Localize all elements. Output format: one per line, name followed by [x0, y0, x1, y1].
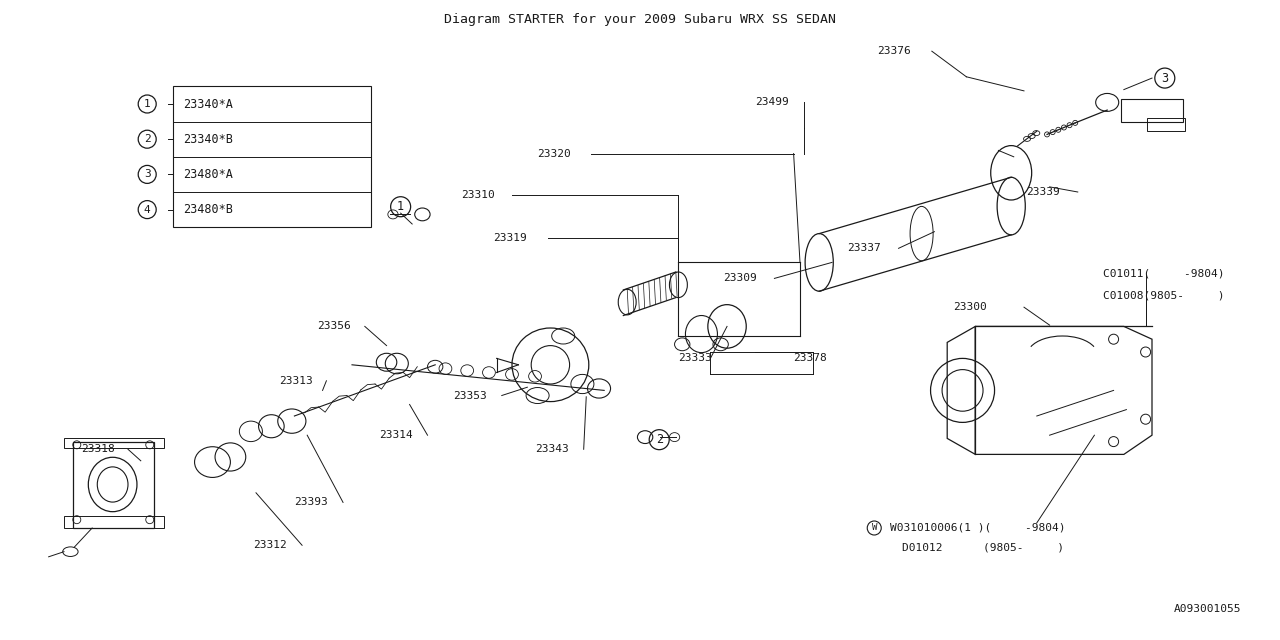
- Text: C01008(9805-     ): C01008(9805- ): [1103, 291, 1225, 301]
- Text: 1: 1: [397, 200, 404, 213]
- Text: 23393: 23393: [294, 497, 328, 508]
- Bar: [1147, 118, 1185, 131]
- Bar: [1121, 99, 1183, 122]
- Text: 23313: 23313: [279, 376, 312, 386]
- Text: 23480*B: 23480*B: [183, 203, 233, 216]
- Text: 23337: 23337: [847, 243, 881, 253]
- Text: 1: 1: [143, 99, 151, 109]
- Text: 23340*B: 23340*B: [183, 132, 233, 146]
- Text: 23319: 23319: [493, 233, 526, 243]
- Text: 3: 3: [1161, 72, 1169, 84]
- Text: 23309: 23309: [723, 273, 756, 284]
- Text: A093001055: A093001055: [1174, 604, 1242, 614]
- Text: 23499: 23499: [755, 97, 788, 108]
- Text: Diagram STARTER for your 2009 Subaru WRX SS SEDAN: Diagram STARTER for your 2009 Subaru WRX…: [444, 13, 836, 26]
- Text: 23310: 23310: [461, 190, 494, 200]
- Text: D01012      (9805-     ): D01012 (9805- ): [902, 542, 1065, 552]
- Text: 23339: 23339: [1027, 187, 1060, 197]
- Text: 23356: 23356: [317, 321, 351, 332]
- Text: 23300: 23300: [954, 302, 987, 312]
- Bar: [64, 438, 164, 448]
- Bar: [64, 516, 164, 528]
- Text: 23312: 23312: [253, 540, 287, 550]
- Bar: [173, 86, 371, 227]
- Text: 23343: 23343: [535, 444, 568, 454]
- Text: 3: 3: [143, 170, 151, 179]
- Text: 23314: 23314: [379, 430, 412, 440]
- Text: 4: 4: [143, 205, 151, 214]
- Text: 23340*A: 23340*A: [183, 97, 233, 111]
- Text: 23318: 23318: [81, 444, 114, 454]
- Text: C01011(     -9804): C01011( -9804): [1103, 269, 1225, 279]
- Text: 23480*A: 23480*A: [183, 168, 233, 181]
- Text: 2: 2: [655, 433, 663, 446]
- Text: 23353: 23353: [453, 390, 486, 401]
- Text: 23320: 23320: [538, 148, 571, 159]
- Text: 23376: 23376: [877, 46, 910, 56]
- Text: 2: 2: [143, 134, 151, 144]
- Text: 23378: 23378: [794, 353, 827, 364]
- Text: W031010006(1 )(     -9804): W031010006(1 )( -9804): [890, 523, 1065, 533]
- Text: W: W: [872, 524, 877, 532]
- Text: 23333: 23333: [678, 353, 712, 364]
